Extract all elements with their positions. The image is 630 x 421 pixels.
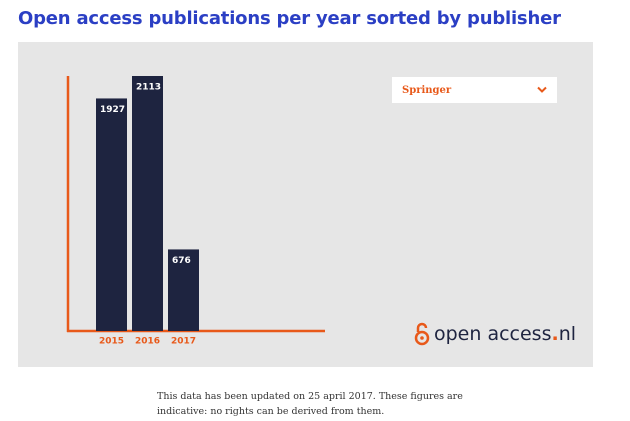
value-label: 676: [172, 256, 191, 266]
lock-icon: [414, 322, 430, 346]
value-label: 2113: [136, 83, 161, 93]
x-tick-label: 2017: [171, 337, 196, 347]
bar: [96, 98, 127, 332]
footnote-line: indicative: no rights can be derived fro…: [157, 406, 385, 417]
footnote-line: This data has been updated on 25 april 2…: [157, 391, 463, 402]
value-label: 1927: [100, 105, 125, 115]
chevron[interactable]: [537, 86, 547, 94]
bar: [132, 76, 163, 331]
dropdown-value[interactable]: Springer: [402, 84, 452, 96]
logo-dot: .: [551, 323, 559, 345]
logo: open access. nl: [414, 322, 576, 346]
x-tick-label: 2015: [99, 337, 124, 347]
publisher-dropdown[interactable]: Springer: [392, 77, 557, 103]
footnote: This data has been updated on 25 april 2…: [157, 389, 463, 419]
bar: [168, 249, 199, 331]
x-tick-label: 2016: [135, 337, 160, 347]
logo-tld: nl: [558, 323, 577, 345]
chart-title: Open access publications per year sorted…: [18, 8, 561, 29]
logo-text: open access: [434, 323, 552, 345]
